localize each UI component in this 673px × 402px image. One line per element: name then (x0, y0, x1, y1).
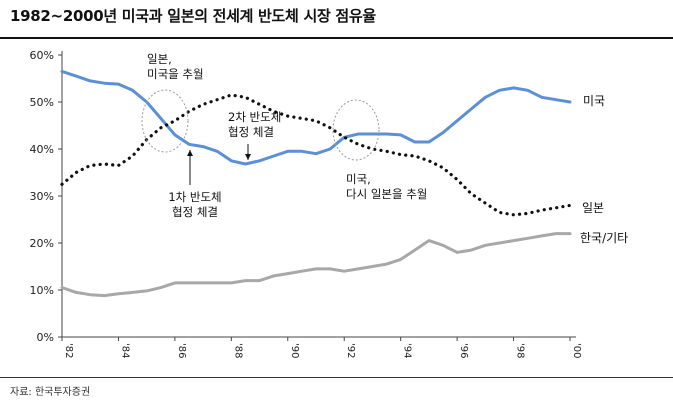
y-tick-label: 60% (30, 49, 54, 62)
annotation-1-line: 협정 체결 (228, 125, 274, 139)
arrow-second-agreement-head (245, 154, 251, 160)
annotation-0-line: 미국을 추월 (147, 67, 204, 81)
annotation-0-line: 일본, (147, 52, 172, 66)
annotation-2-line: 1차 반도체 (168, 190, 221, 204)
arrow-first-agreement-head (187, 150, 193, 156)
x-tick-label: '88 (232, 343, 243, 358)
footer-divider (0, 377, 673, 378)
annotation-1-line: 2차 반도체 (228, 110, 281, 124)
y-tick-label: 0% (37, 331, 54, 344)
y-tick-label: 40% (30, 143, 54, 156)
x-tick-label: '94 (402, 343, 413, 358)
market-share-chart: 60% 50% 40% 30% 20% 10% 0% '82 '84 '86 '88 '90 '92 '9… (30, 49, 629, 358)
y-tick-label: 50% (30, 96, 54, 109)
x-tick-label: '00 (571, 343, 582, 358)
source-note: 자료: 한국투자증권 (10, 387, 91, 398)
y-tick-label: 20% (30, 237, 54, 250)
chart-title: 1982~2000년 미국과 일본의 전세계 반도체 시장 점유율 (10, 7, 376, 25)
y-tick-label: 10% (30, 284, 54, 297)
annotation-3-line: 미국, (346, 172, 371, 186)
annotation-2-line: 협정 체결 (172, 205, 218, 219)
x-tick-label: '82 (63, 343, 74, 358)
title-divider (0, 37, 673, 39)
series-label-2: 한국/기타 (580, 231, 628, 245)
axes: 60% 50% 40% 30% 20% 10% 0% '82 '84 '86 '88 '90 '92 '9… (30, 49, 582, 358)
series-label-0: 미국 (583, 94, 605, 108)
crossover-circle-2 (332, 99, 380, 161)
x-tick-label: '92 (345, 343, 356, 358)
x-tick-label: '86 (176, 343, 187, 358)
x-tick-label: '96 (458, 343, 469, 358)
x-tick-label: '84 (119, 343, 130, 358)
series-line-2 (60, 232, 572, 298)
series-lines (60, 69, 572, 298)
y-tick-label: 30% (30, 190, 54, 203)
crossover-circle-1 (141, 89, 189, 153)
x-tick-label: '90 (289, 343, 300, 358)
annotation-3-line: 다시 일본을 추월 (346, 187, 427, 201)
x-tick-label: '98 (515, 343, 526, 358)
series-label-1: 일본 (582, 201, 604, 215)
